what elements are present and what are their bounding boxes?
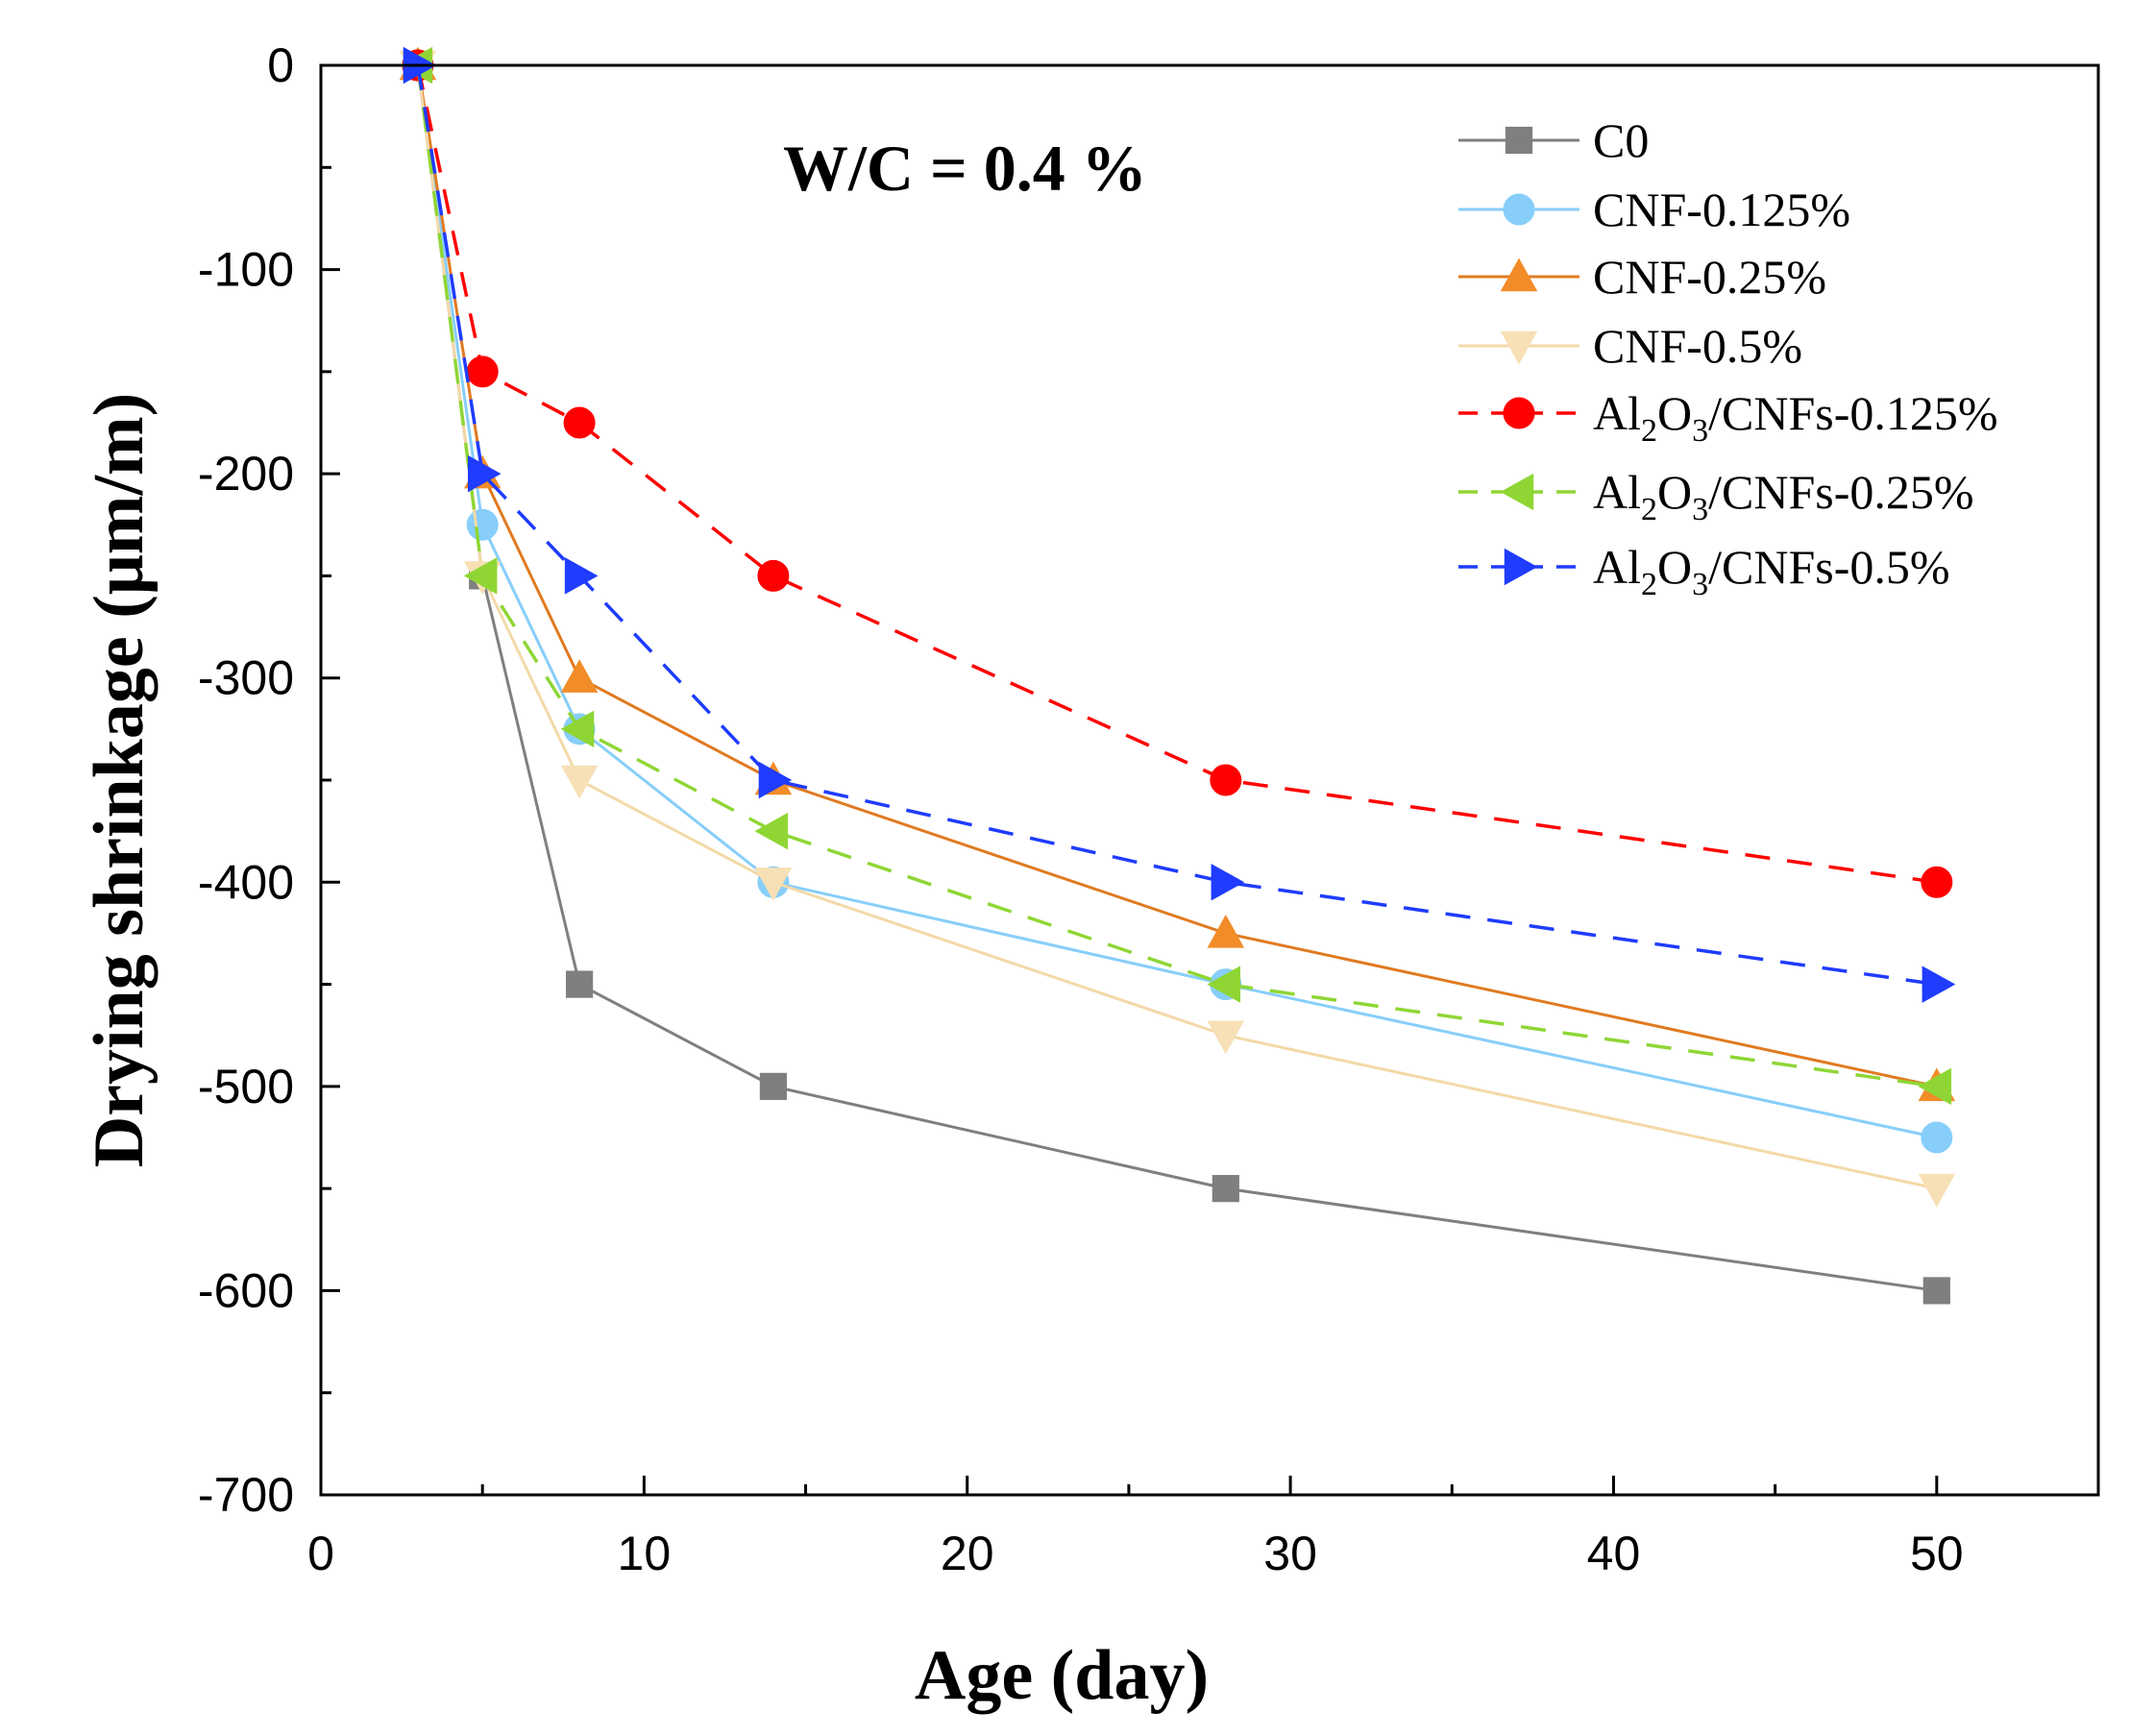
legend-text-part: /CNFs-0.25% (1708, 465, 1973, 519)
legend-subscript: 3 (1692, 413, 1708, 449)
data-point (463, 557, 498, 595)
legend-text-part: CNF-0.25% (1593, 250, 1826, 304)
y-tick-label: -500 (198, 1060, 294, 1113)
axis-labels: 0 10 20 30 40 50 0 -100 -200 -300 -400 -500 -600 -700 (198, 38, 1964, 1580)
data-point (560, 710, 595, 748)
data-point (560, 765, 599, 799)
legend-text-part: /CNFs-0.5% (1708, 540, 1949, 594)
data-point (754, 868, 793, 901)
legend-marker (1505, 126, 1533, 155)
data-point (758, 761, 793, 799)
legend-label: CNF-0.25% (1593, 250, 1826, 304)
legend-text-part: Al (1593, 540, 1641, 594)
x-tick-label: 20 (941, 1527, 994, 1580)
series-line (416, 64, 1938, 1139)
legend-subscript: 3 (1692, 567, 1708, 602)
legend-text-part: O (1657, 465, 1692, 519)
legend-entry: Al2O3/CNFs-0.25% (1458, 465, 1974, 527)
series-line (416, 64, 1938, 987)
series-0 (404, 51, 1950, 1305)
legend-text-part: /CNFs-0.125% (1708, 386, 1997, 440)
legend-entry: Al2O3/CNFs-0.125% (1458, 386, 1998, 449)
legend-text-part: O (1657, 540, 1692, 594)
x-axis-title: Age (day) (915, 1636, 1209, 1715)
legend-marker (1500, 473, 1534, 511)
data-point (1921, 1121, 1953, 1154)
y-tick-label: -600 (198, 1263, 294, 1317)
legend-marker (1504, 548, 1538, 586)
y-axis-title: Drying shrinkage (μm/m) (80, 393, 159, 1168)
legend-label: CNF-0.5% (1593, 319, 1802, 373)
legend-text-part: O (1657, 386, 1692, 440)
data-point (1922, 1277, 1950, 1305)
data-point (564, 557, 599, 595)
legend-subscript: 2 (1641, 567, 1657, 602)
data-point (563, 406, 596, 439)
legend-label: Al2O3/CNFs-0.125% (1593, 386, 1998, 449)
data-point (466, 355, 499, 388)
legend-text-part: C0 (1593, 113, 1649, 167)
legend-subscript: 3 (1692, 492, 1708, 527)
legend-label: C0 (1593, 113, 1649, 167)
data-point (560, 659, 599, 693)
legend-text-part: Al (1593, 386, 1641, 440)
y-tick-label: -300 (198, 651, 294, 705)
data-point (759, 1072, 788, 1100)
plot-frame (319, 63, 2100, 1497)
data-point (1207, 1020, 1245, 1055)
y-tick-label: -700 (198, 1468, 294, 1522)
data-point (1210, 764, 1242, 796)
legend-marker (1500, 257, 1538, 292)
legend-marker (1500, 330, 1538, 365)
legend-label: Al2O3/CNFs-0.5% (1593, 540, 1950, 602)
wc-ratio-annotation: W/C = 0.4 % (783, 132, 1147, 205)
legend-marker (1503, 193, 1535, 226)
legend-text-part: Al (1593, 465, 1641, 519)
legend-marker (1503, 397, 1535, 429)
series-layer (399, 46, 1956, 1305)
data-point (1918, 1067, 1952, 1106)
legend-entry: CNF-0.25% (1458, 250, 1826, 304)
data-point (1921, 866, 1953, 898)
data-point (466, 508, 499, 541)
x-tick-label: 30 (1263, 1527, 1317, 1580)
x-tick-label: 10 (618, 1527, 672, 1580)
legend-entry: CNF-0.5% (1458, 319, 1802, 373)
x-tick-label: 0 (307, 1527, 334, 1580)
legend-text-part: CNF-0.5% (1593, 319, 1802, 373)
data-point (757, 559, 790, 592)
data-point (1207, 914, 1245, 948)
legend-entry: Al2O3/CNFs-0.5% (1458, 540, 1950, 602)
y-tick-label: -200 (198, 447, 294, 501)
series-line (416, 64, 1938, 885)
legend-entry: CNF-0.125% (1458, 183, 1850, 236)
y-tick-label: -100 (198, 243, 294, 297)
data-point (754, 812, 789, 850)
legend: C0CNF-0.125%CNF-0.25%CNF-0.5%Al2O3/CNFs-… (1458, 113, 1998, 602)
y-tick-label: -400 (198, 855, 294, 909)
data-point (565, 970, 594, 998)
x-tick-label: 50 (1910, 1527, 1964, 1580)
legend-subscript: 2 (1641, 413, 1657, 449)
legend-text-part: CNF-0.125% (1593, 183, 1850, 236)
data-point (1207, 966, 1241, 1003)
data-point (1211, 864, 1245, 901)
series-line (416, 64, 1938, 1088)
legend-subscript: 2 (1641, 492, 1657, 527)
legend-label: Al2O3/CNFs-0.25% (1593, 465, 1974, 527)
x-tick-label: 40 (1587, 1527, 1641, 1580)
legend-label: CNF-0.125% (1593, 183, 1850, 236)
y-tick-label: 0 (267, 38, 294, 92)
legend-entry: C0 (1458, 113, 1649, 167)
data-point (1918, 1173, 1956, 1208)
data-point (467, 454, 502, 493)
data-point (1212, 1175, 1239, 1203)
data-point (1922, 966, 1956, 1003)
